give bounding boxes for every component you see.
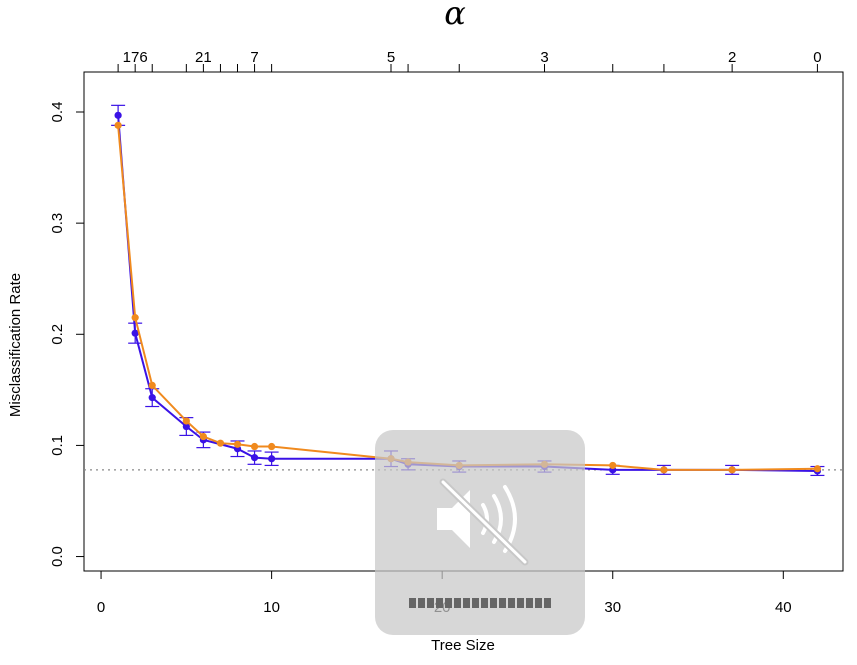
volume-segment (481, 598, 488, 608)
y-tick-label: 0.1 (49, 435, 66, 456)
speaker-muted-icon (437, 478, 529, 566)
top-tick-label: 3 (540, 49, 548, 66)
y-tick-label: 0.0 (49, 546, 66, 567)
x-axis-title: Tree Size (431, 637, 495, 654)
data-point (114, 121, 122, 129)
volume-segment (535, 598, 542, 608)
volume-segment (544, 598, 551, 608)
top-tick-label: 0 (813, 49, 821, 66)
series-line (117, 125, 818, 471)
x-tick-label: 0 (97, 599, 105, 616)
volume-segment (472, 598, 479, 608)
data-point (813, 465, 822, 473)
volume-segment (508, 598, 515, 608)
volume-segment (418, 598, 425, 608)
volume-segment (499, 598, 506, 608)
y-tick-label: 0.3 (49, 213, 66, 234)
data-point (250, 442, 259, 451)
data-point (660, 466, 668, 474)
series-1 (111, 104, 825, 477)
data-point (728, 466, 736, 474)
volume-segment (490, 598, 497, 608)
series-2 (114, 121, 822, 474)
series-line (117, 115, 818, 472)
overlay-panel (375, 430, 585, 635)
data-point (233, 440, 242, 448)
volume-segment (427, 598, 434, 608)
data-point (182, 422, 190, 431)
top-tick-label: 7 (250, 49, 258, 66)
data-point (250, 454, 259, 462)
volume-segment (454, 598, 461, 608)
top-tick-label: 21 (195, 49, 212, 66)
top-tick-label: 2 (728, 49, 736, 66)
y-tick-label: 0.2 (49, 324, 66, 345)
data-point (131, 329, 139, 337)
volume-segment (517, 598, 524, 608)
top-tick-label: 176 (123, 49, 148, 66)
top-axis-title: α (444, 0, 466, 32)
volume-segment (409, 598, 416, 608)
data-point (131, 314, 139, 322)
volume-segment (463, 598, 470, 608)
data-point (148, 394, 156, 402)
volume-segment (445, 598, 452, 608)
volume-overlay (375, 430, 585, 635)
top-tick-label: 5 (387, 49, 395, 66)
y-tick-label: 0.4 (49, 102, 66, 123)
x-tick-label: 10 (263, 599, 280, 616)
data-point (268, 442, 276, 451)
volume-segment (436, 598, 443, 608)
volume-bar (409, 598, 551, 608)
data-point (148, 381, 156, 390)
data-point (609, 461, 617, 470)
y-axis-title: Misclassification Rate (7, 273, 24, 417)
volume-segment (526, 598, 533, 608)
data-point (182, 417, 190, 425)
data-point (199, 432, 207, 441)
data-point (216, 439, 225, 447)
data-point (268, 455, 276, 463)
x-tick-label: 40 (775, 599, 792, 616)
data-point (114, 111, 122, 119)
x-tick-label: 30 (604, 599, 621, 616)
